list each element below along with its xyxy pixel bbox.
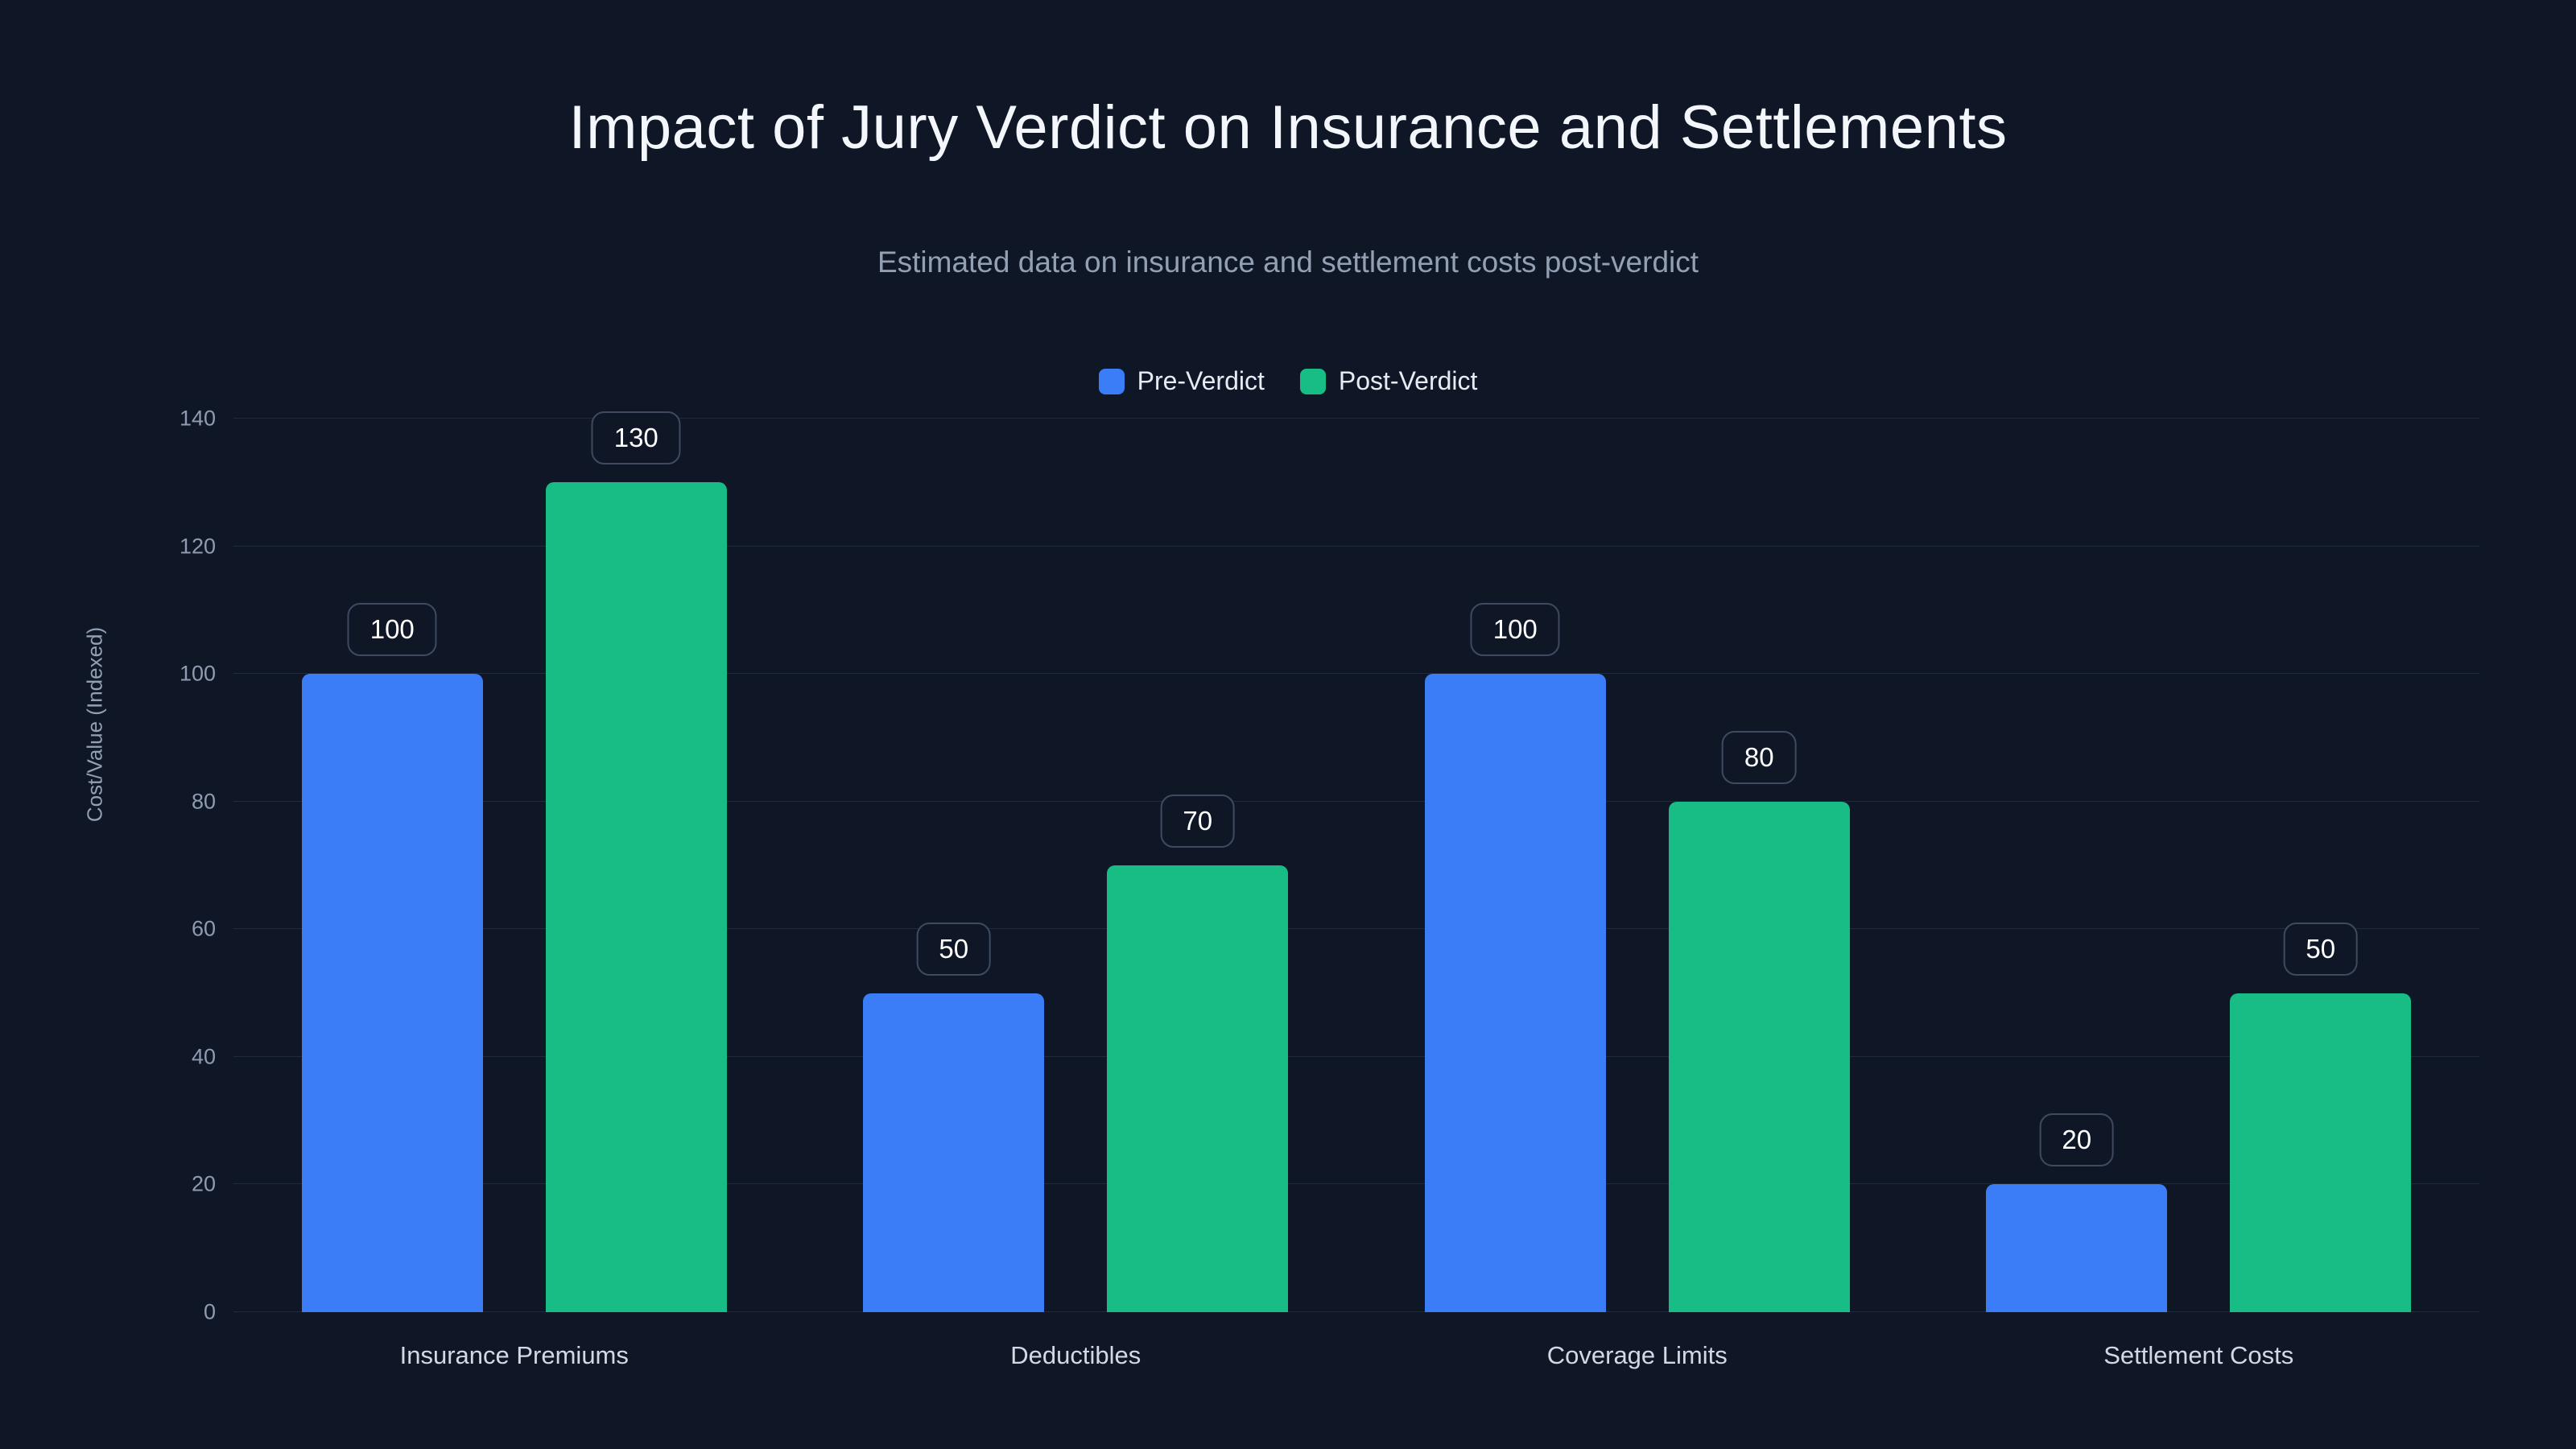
value-label-pre-verdict-insurance-premiums: 100 (347, 603, 437, 657)
bar-post-verdict-deductibles (1107, 865, 1289, 1312)
category-label-settlement-costs: Settlement Costs (2103, 1341, 2294, 1369)
gridline-y-60 (233, 928, 2479, 930)
value-label-post-verdict-deductibles: 70 (1160, 795, 1236, 848)
value-label-post-verdict-insurance-premiums: 130 (591, 411, 681, 465)
y-tick-label-40: 40 (191, 1044, 216, 1069)
value-label-post-verdict-coverage-limits: 80 (1721, 730, 1797, 784)
bar-group-insurance-premiums: 100 130 Insurance Premiums (233, 411, 795, 1369)
gridline-y-80 (233, 800, 2479, 802)
bar-pre-verdict-settlement-costs (1986, 1184, 2168, 1312)
bar-pre-verdict-insurance-premiums (301, 674, 483, 1312)
value-label-pre-verdict-deductibles: 50 (916, 922, 992, 976)
y-tick-label-20: 20 (191, 1171, 216, 1196)
bar-post-verdict-settlement-costs (2230, 993, 2412, 1312)
legend-swatch-icon (1299, 368, 1326, 394)
y-tick-label-120: 120 (179, 534, 216, 559)
gridline-y-0 (233, 1311, 2479, 1312)
chart-area: 0 20 40 60 80 100 120 140 100 130 Insurance Premiu… (180, 407, 2480, 1369)
gridline-y-100 (233, 673, 2479, 675)
bar-group-deductibles: 50 70 Deductibles (795, 419, 1357, 1369)
y-tick-label-0: 0 (203, 1299, 216, 1324)
legend-label: Pre-Verdict (1137, 366, 1265, 395)
category-label-coverage-limits: Coverage Limits (1546, 1341, 1728, 1369)
bar-post-verdict-coverage-limits (1668, 801, 1850, 1312)
legend-label: Post-Verdict (1338, 366, 1478, 395)
gridline-y-20 (233, 1183, 2479, 1185)
plot-area: 0 20 40 60 80 100 120 140 100 130 Insurance Premiu… (180, 407, 2480, 1369)
y-axis-title: Cost/Value (Indexed) (82, 626, 107, 823)
chart-subtitle: Estimated data on insurance and settleme… (877, 246, 1699, 279)
bar-group-settlement-costs: 20 50 Settlement Costs (1918, 419, 2480, 1369)
gridline-y-120 (233, 545, 2479, 547)
value-label-pre-verdict-coverage-limits: 100 (1470, 603, 1560, 657)
legend-swatch-icon (1098, 368, 1125, 394)
bar-post-verdict-insurance-premiums (545, 482, 727, 1312)
y-tick-label-100: 100 (179, 661, 216, 686)
legend: Pre-Verdict Post-Verdict (0, 366, 2576, 396)
value-label-pre-verdict-settlement-costs: 20 (2039, 1113, 2115, 1167)
y-tick-label-140: 140 (179, 406, 216, 431)
legend-item-pre-verdict[interactable]: Pre-Verdict (1098, 366, 1265, 396)
chart-title: Impact of Jury Verdict on Insurance and … (568, 93, 2008, 162)
gridline-y-140 (233, 418, 2479, 419)
y-tick-label-80: 80 (191, 789, 216, 814)
y-tick-label-60: 60 (191, 916, 216, 941)
bar-pre-verdict-deductibles (863, 993, 1045, 1312)
gridline-y-40 (233, 1055, 2479, 1057)
value-label-post-verdict-settlement-costs: 50 (2283, 922, 2359, 976)
category-label-insurance-premiums: Insurance Premiums (399, 1341, 629, 1369)
legend-item-post-verdict[interactable]: Post-Verdict (1299, 366, 1478, 396)
bar-pre-verdict-coverage-limits (1424, 674, 1606, 1312)
category-label-deductibles: Deductibles (1010, 1341, 1141, 1369)
bar-group-coverage-limits: 100 80 Coverage Limits (1356, 419, 1918, 1369)
